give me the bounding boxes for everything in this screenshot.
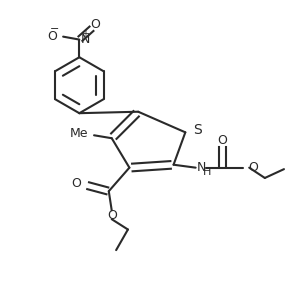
Text: −: − — [50, 24, 59, 34]
Text: H: H — [203, 167, 212, 177]
Text: O: O — [107, 209, 117, 222]
Text: N: N — [81, 33, 90, 46]
Text: O: O — [91, 18, 100, 32]
Text: N: N — [197, 161, 206, 174]
Text: O: O — [47, 30, 57, 43]
Text: O: O — [217, 134, 227, 147]
Text: +: + — [81, 29, 88, 39]
Text: Me: Me — [70, 127, 88, 140]
Text: S: S — [193, 123, 201, 137]
Text: O: O — [71, 177, 81, 190]
Text: O: O — [248, 161, 258, 174]
